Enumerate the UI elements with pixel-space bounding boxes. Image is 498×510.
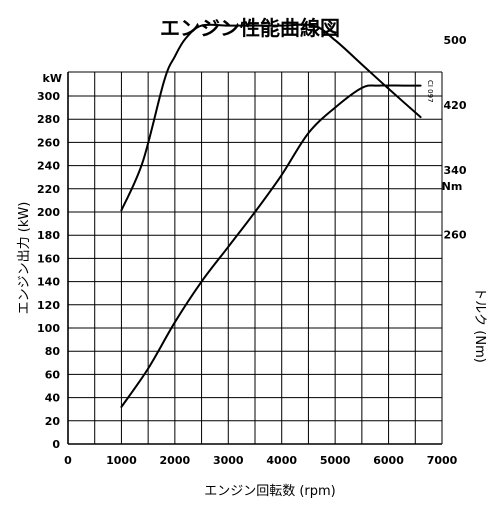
y-right-tick-label: 340 bbox=[444, 164, 467, 177]
x-tick-label: 4000 bbox=[266, 454, 297, 467]
y-right-axis-label: トルク (Nm) bbox=[472, 287, 487, 363]
y-left-tick-label: 300 bbox=[37, 90, 60, 103]
y-left-tick-label: 280 bbox=[37, 113, 60, 126]
y-left-tick-label: 200 bbox=[37, 206, 60, 219]
y-left-tick-label: 180 bbox=[37, 229, 60, 242]
x-tick-label: 0 bbox=[64, 454, 72, 467]
x-tick-label: 3000 bbox=[213, 454, 244, 467]
tick-labels: 0 1000 2000 3000 4000 5000 6000 7000 0 20 40 60 80 10… bbox=[37, 34, 467, 467]
y-left-tick-label: 240 bbox=[37, 160, 60, 173]
x-tick-label: 1000 bbox=[106, 454, 137, 467]
x-axis-label: エンジン回転数 (rpm) bbox=[204, 484, 336, 499]
x-tick-label: 5000 bbox=[320, 454, 351, 467]
series-lines bbox=[120, 23, 422, 408]
x-tick-label: 7000 bbox=[427, 454, 458, 467]
y-left-tick-label: 120 bbox=[37, 299, 60, 312]
y-left-tick-label: 80 bbox=[45, 345, 61, 358]
grid bbox=[67, 71, 443, 445]
y-left-tick-label: 100 bbox=[37, 322, 60, 335]
y-right-unit: Nm bbox=[442, 180, 463, 193]
y-left-tick-label: 140 bbox=[37, 276, 60, 289]
y-left-tick-label: 40 bbox=[45, 392, 61, 405]
y-right-tick-label: 420 bbox=[444, 99, 467, 112]
y-right-tick-label: 260 bbox=[444, 229, 467, 242]
x-tick-label: 6000 bbox=[373, 454, 404, 467]
y-left-tick-label: 60 bbox=[45, 368, 61, 381]
y-left-tick-label: 260 bbox=[37, 136, 60, 149]
torque-line bbox=[120, 23, 422, 212]
chart-title: エンジン性能曲線図 bbox=[160, 16, 340, 40]
y-right-tick-label: 500 bbox=[444, 34, 467, 47]
x-tick-label: 2000 bbox=[160, 454, 191, 467]
power-line bbox=[120, 84, 422, 408]
y-left-tick-label: 220 bbox=[37, 183, 60, 196]
y-left-tick-label: 160 bbox=[37, 252, 60, 265]
y-left-unit: kW bbox=[43, 72, 62, 85]
y-left-tick-label: 20 bbox=[45, 415, 61, 428]
y-left-axis-label: エンジン出力 (kW) bbox=[17, 202, 32, 315]
y-left-tick-label: 0 bbox=[52, 438, 60, 451]
chart-annotation: CI 097 bbox=[426, 80, 434, 103]
